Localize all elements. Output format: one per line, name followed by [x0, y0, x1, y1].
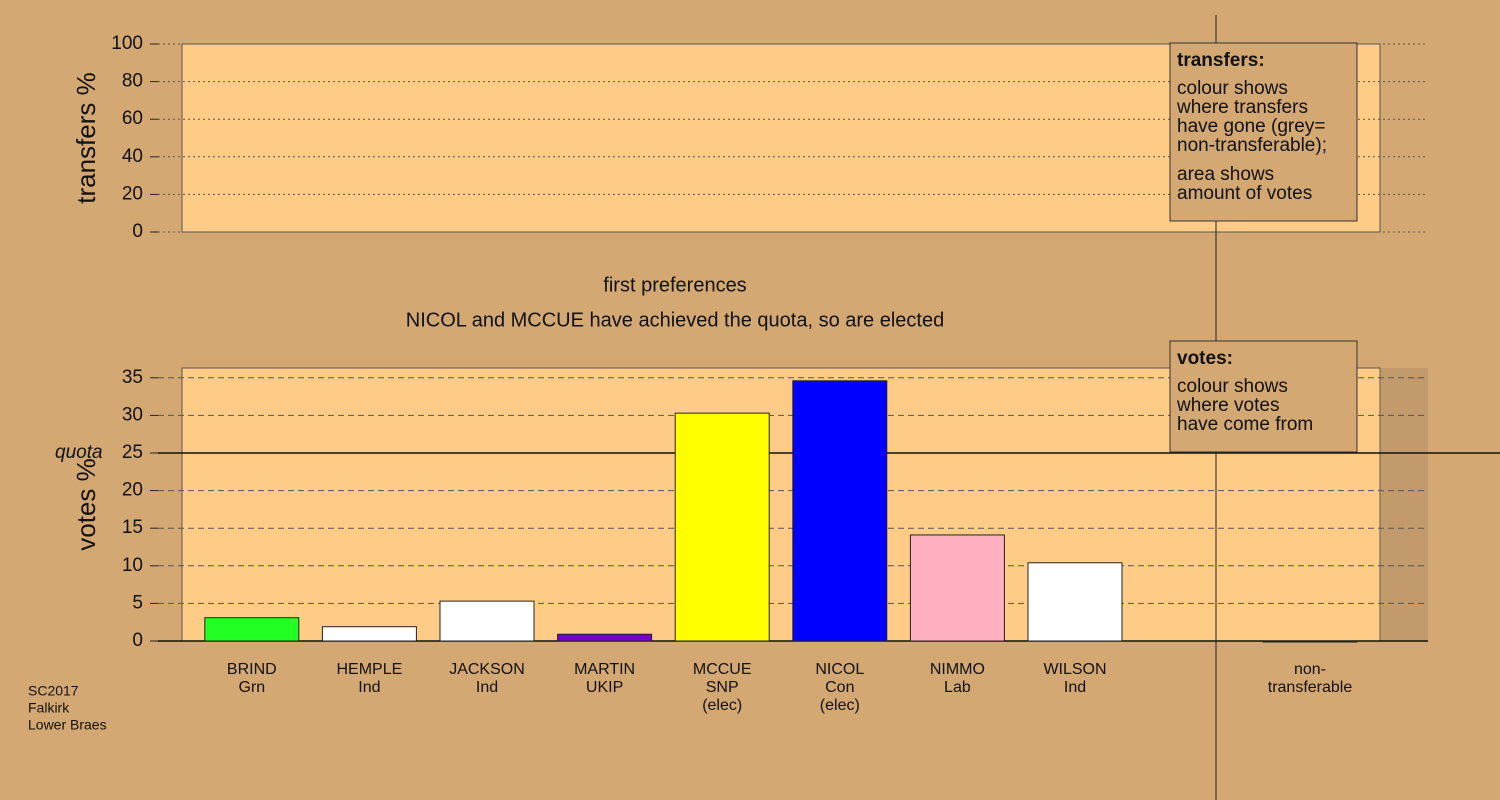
bar	[909, 534, 1005, 642]
bar	[1262, 640, 1358, 643]
x-tick-label: NICOL	[815, 661, 864, 678]
y-axis-label: transfers %	[71, 72, 101, 204]
bar	[557, 633, 653, 642]
x-tick-label: SNP	[706, 679, 739, 696]
legend-text: amount of votes	[1177, 183, 1312, 204]
y-tick-label: 30	[122, 404, 143, 425]
y-tick-label: 10	[122, 555, 143, 576]
x-tick-label: Grn	[238, 679, 265, 696]
chart-title: first preferences	[603, 274, 746, 296]
footer-line: SC2017	[28, 683, 79, 699]
x-tick-label: (elec)	[820, 697, 860, 714]
legend-title: votes:	[1177, 348, 1233, 369]
legend-text: area shows	[1177, 164, 1274, 185]
y-tick-label: 5	[132, 592, 143, 613]
footer-line: Lower Braes	[28, 717, 107, 733]
x-tick-label: MCCUE	[693, 661, 752, 678]
y-tick-label: 60	[122, 108, 143, 129]
y-tick-label: 80	[122, 71, 143, 92]
y-axis-label: votes %	[71, 458, 101, 551]
bar	[321, 626, 417, 642]
x-tick-label: transferable	[1268, 679, 1353, 696]
y-tick-label: 25	[122, 442, 143, 463]
y-tick-label: 40	[122, 146, 143, 167]
x-tick-label: MARTIN	[574, 661, 635, 678]
legend-text: have gone (grey=	[1177, 116, 1325, 137]
x-tick-label: JACKSON	[449, 661, 525, 678]
y-tick-label: 35	[122, 367, 143, 388]
x-tick-label: non-	[1294, 661, 1326, 678]
legend-text: non-transferable);	[1177, 135, 1327, 156]
legend-text: colour shows	[1177, 376, 1288, 397]
bar	[439, 600, 535, 642]
legend-text: have come from	[1177, 414, 1313, 435]
x-tick-label: NIMMO	[930, 661, 985, 678]
shaded-region	[1380, 368, 1428, 641]
y-tick-label: 0	[132, 221, 143, 242]
x-tick-label: HEMPLE	[337, 661, 403, 678]
x-tick-label: Ind	[358, 679, 380, 696]
y-tick-label: 100	[111, 33, 143, 54]
legend-title: transfers:	[1177, 50, 1265, 71]
x-tick-label: Con	[825, 679, 854, 696]
legend-box	[1169, 42, 1358, 222]
legend-text: where votes	[1176, 395, 1279, 416]
y-tick-label: 0	[132, 630, 143, 651]
x-tick-label: UKIP	[586, 679, 623, 696]
y-tick-label: 20	[122, 480, 143, 501]
bar	[674, 412, 770, 642]
x-tick-label: WILSON	[1043, 661, 1106, 678]
legend-box	[1169, 340, 1358, 453]
bar	[1027, 562, 1123, 642]
bar	[204, 617, 300, 642]
x-tick-label: Ind	[1064, 679, 1086, 696]
x-tick-label: (elec)	[702, 697, 742, 714]
x-tick-label: Ind	[476, 679, 498, 696]
footer-line: Falkirk	[28, 700, 70, 716]
bar	[792, 380, 888, 642]
legend-text: colour shows	[1177, 78, 1288, 99]
legend-text: where transfers	[1176, 97, 1308, 118]
x-tick-label: Lab	[944, 679, 971, 696]
chart-subtitle: NICOL and MCCUE have achieved the quota,…	[406, 309, 944, 331]
y-tick-label: 20	[122, 183, 143, 204]
x-tick-label: BRIND	[227, 661, 277, 678]
y-tick-label: 15	[122, 517, 143, 538]
quota-label: quota	[55, 442, 103, 463]
